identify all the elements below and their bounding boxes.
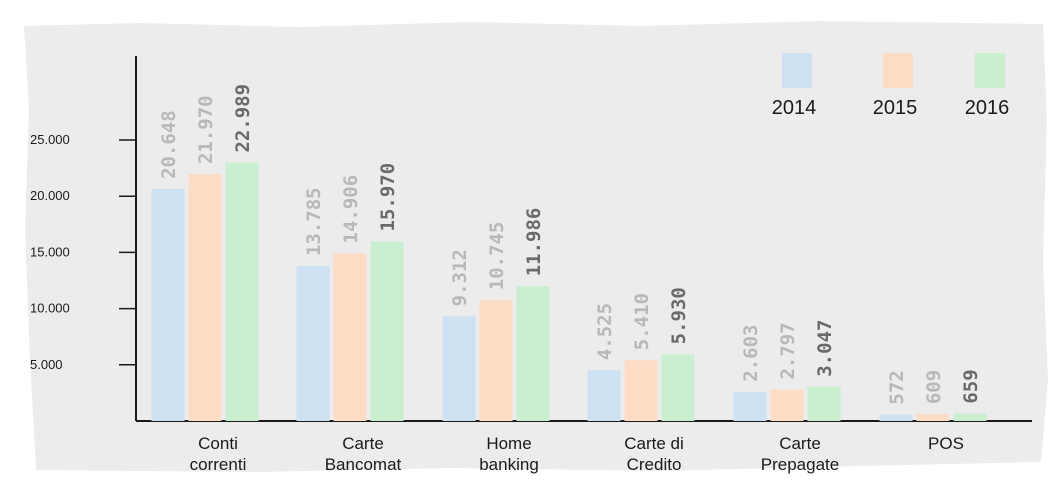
bar [770,389,804,421]
bar-value-label: 22.989 [232,84,254,153]
category-label: Carte [342,434,384,453]
category-label: Prepagate [761,455,839,474]
chart-panel [24,21,1048,472]
category-label: correnti [190,455,247,474]
bar-value-label: 2.797 [777,322,799,379]
legend-swatch [975,53,1005,88]
y-tick-label: 15.000 [30,244,70,259]
bar-value-label: 5.410 [631,293,653,350]
category-label: POS [928,434,964,453]
bar-value-label: 14.906 [340,175,362,244]
y-tick-label: 20.000 [30,188,70,203]
bar [916,414,950,421]
bar-value-label: 10.745 [486,222,508,291]
bar-value-label: 13.785 [303,187,325,256]
bar-value-label: 659 [960,369,982,403]
legend: 2014 2015 2016 [772,53,1010,119]
bar-value-label: 609 [923,370,945,404]
category-label: Carte di [624,434,684,453]
bar [188,174,222,421]
bar [370,241,404,421]
bar [953,413,987,421]
value-labels: 20.648 21.970 22.989 13.785 14.906 15.970 9.31… [158,84,982,405]
legend-swatch [782,53,812,88]
bar [624,360,658,421]
bar-value-label: 15.970 [377,163,399,232]
bar [516,286,550,421]
bar-value-label: 2.603 [740,325,762,382]
bar-value-label: 20.648 [158,110,180,179]
category-label: banking [479,455,539,474]
bar-value-label: 3.047 [814,320,836,377]
legend-swatch [883,53,913,88]
category-label: Conti [198,434,238,453]
bar-value-label: 9.312 [449,249,471,306]
bar [807,386,841,421]
legend-label: 2014 [772,97,817,119]
y-axis-ticks: 5.000 10.000 15.000 20.000 25.000 [30,132,136,372]
bar-value-label: 572 [886,370,908,404]
bar-value-label: 21.970 [195,95,217,164]
category-label: Credito [627,455,682,474]
legend-label: 2015 [873,97,918,119]
bar [879,414,913,421]
bar-value-label: 4.525 [594,303,616,360]
bar [151,188,185,421]
bar [587,370,621,421]
category-labels: Conti correnti Carte Bancomat Home banking Car… [190,434,964,474]
bar [733,391,767,421]
category-label: Home [486,434,531,453]
bar-value-label: 5.930 [668,287,690,344]
legend-label: 2016 [965,97,1010,119]
category-label: Bancomat [325,455,402,474]
y-tick-label: 25.000 [30,132,70,147]
y-tick-label: 5.000 [30,357,63,372]
bar-group [151,162,987,421]
bar [296,266,330,421]
bar [442,316,476,421]
bar [479,300,513,421]
y-tick-label: 10.000 [30,301,70,316]
bar [225,162,259,421]
category-label: Carte [779,434,821,453]
bar [333,253,367,421]
bar [661,354,695,421]
bar-value-label: 11.986 [523,208,545,277]
